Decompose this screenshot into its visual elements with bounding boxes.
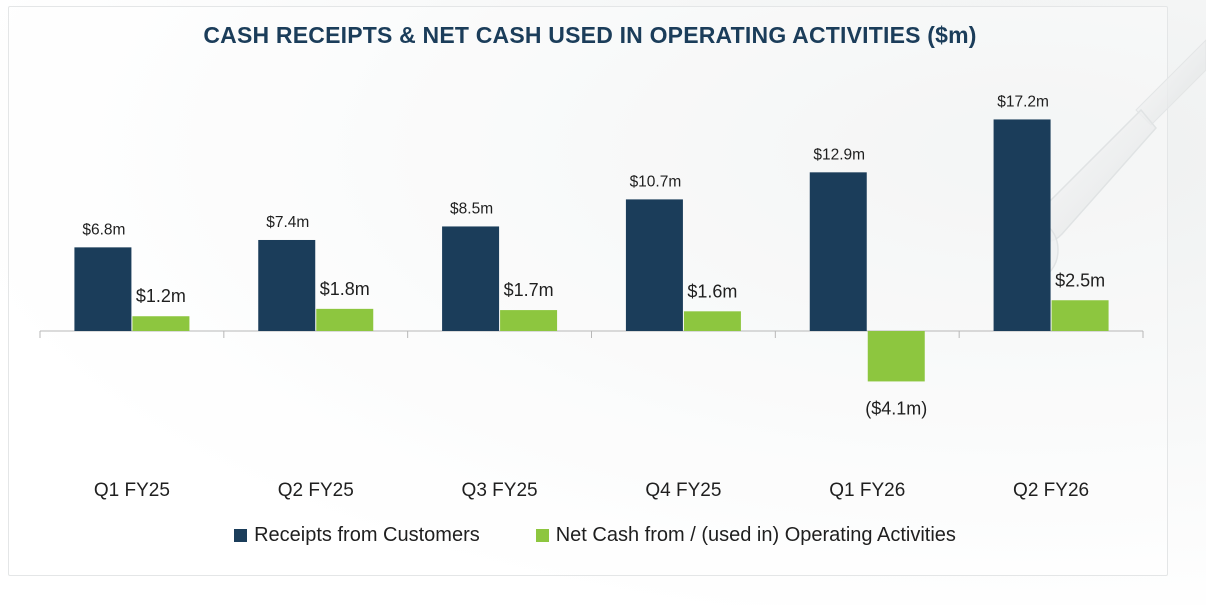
bar-net-cash [316,308,374,331]
bar-net-cash [500,310,558,331]
legend-swatch-receipts [234,529,248,542]
chart-title: CASH RECEIPTS & NET CASH USED IN OPERATI… [203,22,977,48]
bar-net-cash [132,316,190,331]
legend-label-net-cash: Net Cash from / (used in) Operating Acti… [555,524,956,546]
data-label-receipts: $17.2m [997,93,1049,110]
bar-net-cash [683,311,741,331]
bar-receipts [993,119,1051,331]
data-label-net-cash: $1.2m [136,286,186,306]
bar-receipts [809,172,867,331]
x-tick-label: Q1 FY25 [94,480,170,501]
data-label-receipts: $8.5m [450,200,493,217]
data-label-net-cash: $1.7m [504,280,554,300]
x-tick-label: Q3 FY25 [462,480,538,501]
legend-swatch-net-cash [535,529,549,542]
bar-receipts [258,239,316,331]
data-label-net-cash: ($4.1m) [865,398,927,418]
data-label-net-cash: $1.8m [320,279,370,299]
legend: Receipts from Customers Net Cash from / … [0,524,1190,547]
x-tick-label: Q4 FY25 [645,480,721,501]
x-tick-label: Q2 FY26 [1013,480,1089,501]
bar-chart: $6.8m $1.2m $7.4m $1.8m $8.5m $1.7m $10.7m $1.6… [39,93,1144,501]
data-label-net-cash: $1.6m [687,281,737,301]
bar-net-cash [867,331,925,382]
bar-receipts [442,226,500,331]
data-label-receipts: $6.8m [82,221,125,238]
chart-frame [8,6,1168,576]
data-label-receipts: $10.7m [630,173,682,190]
legend-item-receipts: Receipts from Customers [234,524,480,547]
legend-label-receipts: Receipts from Customers [254,524,480,546]
data-label-receipts: $7.4m [266,214,309,231]
data-label-net-cash: $2.5m [1055,270,1105,290]
bar-net-cash [1051,300,1109,331]
bar-receipts [625,199,683,331]
x-tick-label: Q2 FY25 [278,480,354,501]
bar-receipts [74,247,132,331]
legend-item-net-cash: Net Cash from / (used in) Operating Acti… [535,524,956,547]
data-label-receipts: $12.9m [813,146,865,163]
x-tick-label: Q1 FY26 [829,480,905,501]
